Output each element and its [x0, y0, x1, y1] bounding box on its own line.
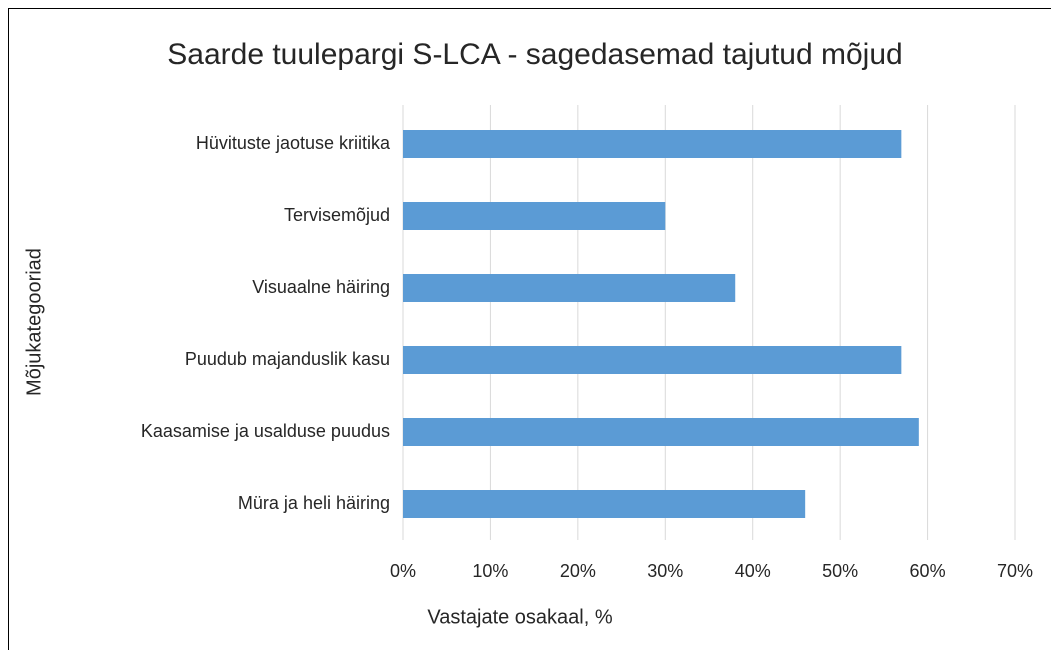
- bar: [403, 274, 736, 302]
- y-tick-label: Puudub majanduslik kasu: [185, 349, 390, 369]
- x-tick-label: 70%: [997, 561, 1033, 581]
- x-tick-label: 30%: [647, 561, 683, 581]
- bar: [403, 346, 902, 374]
- x-axis-title: Vastajate osakaal, %: [427, 606, 613, 628]
- y-tick-label: Hüvituste jaotuse kriitika: [196, 133, 391, 153]
- x-tick-label: 20%: [560, 561, 596, 581]
- y-axis-title: Mõjukategooriad: [23, 248, 45, 396]
- bar: [403, 202, 666, 230]
- chart-title: Saarde tuulepargi S-LCA - sagedasemad ta…: [167, 38, 902, 71]
- x-tick-label: 0%: [390, 561, 416, 581]
- x-tick-label: 40%: [735, 561, 771, 581]
- y-tick-label: Visuaalne häiring: [252, 277, 390, 297]
- x-tick-label: 60%: [910, 561, 946, 581]
- y-tick-label: Müra ja heli häiring: [238, 493, 390, 513]
- chart-frame: [8, 8, 1051, 650]
- y-tick-label: Tervisemõjud: [284, 205, 390, 225]
- bar: [403, 130, 902, 158]
- bar: [403, 418, 919, 446]
- y-tick-label: Kaasamise ja usalduse puudus: [141, 421, 390, 441]
- bar: [403, 490, 806, 518]
- x-tick-label: 50%: [822, 561, 858, 581]
- x-tick-label: 10%: [472, 561, 508, 581]
